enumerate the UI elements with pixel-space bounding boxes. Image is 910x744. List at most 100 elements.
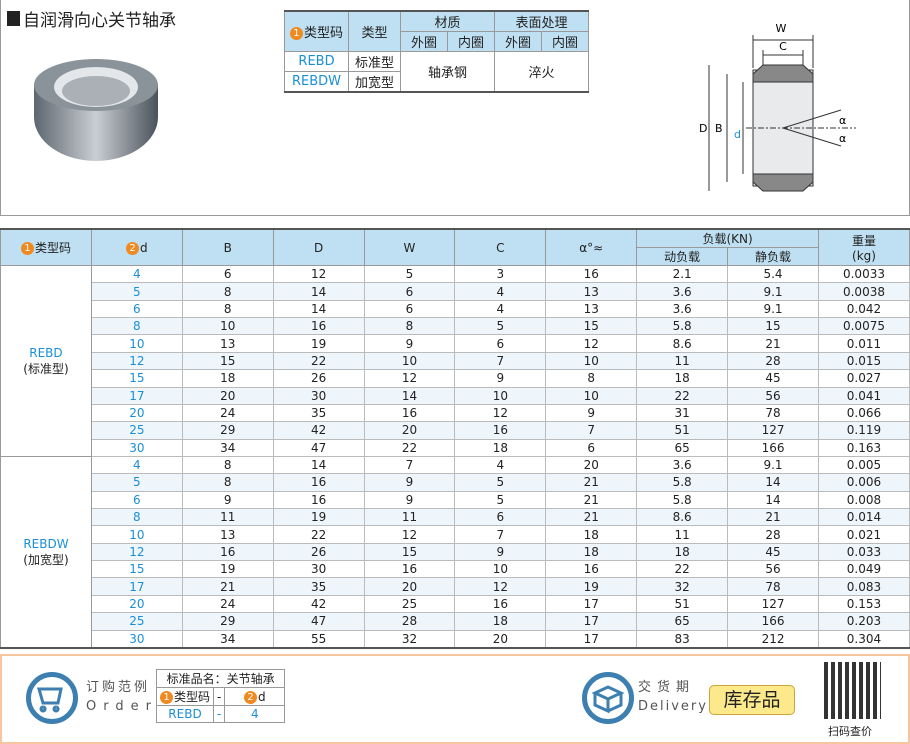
cell: 47 [272, 612, 365, 631]
cell: 5.8 [636, 490, 729, 510]
cell: 51 [636, 594, 729, 614]
table-row: 5 8 14 6 4 13 3.6 9.1 0.0038 [1, 282, 910, 301]
cell: 5 [454, 317, 547, 336]
cell: 21 [545, 508, 638, 527]
cell: 14 [727, 473, 819, 492]
cell: 7 [545, 421, 638, 440]
cell: 4 [90, 455, 183, 475]
cell: 8 [181, 282, 274, 301]
th-static: 静负载 [727, 247, 819, 266]
cell: 9.1 [727, 282, 819, 301]
label-d-bore: d [734, 128, 741, 141]
cell: 18 [636, 369, 729, 388]
th-type-code: 1 类型码 [0, 228, 92, 266]
dimension-diagram: W C D B d α α [699, 22, 856, 192]
qr-code[interactable] [824, 662, 881, 719]
cell: 7 [454, 525, 547, 544]
cell: 28 [363, 612, 456, 631]
cell: 17 [545, 612, 638, 631]
cell: 12 [454, 403, 547, 423]
cell: 24 [181, 403, 274, 423]
cell: 22 [363, 438, 456, 457]
label-alpha: α [839, 132, 846, 145]
cell: 9 [454, 542, 547, 562]
cell: 0.021 [817, 525, 910, 544]
th-surface: 表面处理 [494, 10, 589, 32]
cell: 8 [181, 299, 274, 319]
cell: 11 [636, 351, 729, 371]
cell: 16 [363, 403, 456, 423]
cell: 0.066 [817, 403, 910, 423]
cell: 5 [363, 264, 456, 284]
type-name: 标准型 [348, 51, 401, 72]
cell: 55 [272, 629, 365, 649]
cell: 6 [363, 282, 456, 301]
cell: 25 [90, 421, 183, 440]
th-alpha: α°≈ [545, 228, 638, 266]
example-title: 标准品名：关节轴承 [155, 669, 286, 688]
cell: 56 [727, 560, 819, 579]
table-row: 8 10 16 8 5 15 5.8 15 0.0075 [1, 317, 910, 336]
label-alpha: α [839, 114, 846, 127]
cell: 20 [181, 386, 274, 405]
cell: 166 [727, 438, 819, 457]
cell: 13 [181, 525, 274, 544]
th-b: B [181, 228, 274, 266]
label-b: B [715, 122, 723, 135]
cell: 42 [272, 421, 365, 440]
cell: 6 [545, 438, 638, 457]
cell: 8 [545, 369, 638, 388]
table-row: 25 29 47 28 18 17 65 166 0.203 [1, 612, 910, 631]
cell: 12 [90, 542, 183, 562]
cell: 8 [363, 317, 456, 336]
th-material: 材质 [400, 10, 495, 32]
cell: 7 [454, 351, 547, 371]
cell: 12 [363, 525, 456, 544]
cell: 5.8 [636, 317, 729, 336]
cell: 0.163 [817, 438, 910, 457]
cell: 10 [90, 334, 183, 353]
cell: 34 [181, 438, 274, 457]
cell: 5.8 [636, 473, 729, 492]
cell: 47 [272, 438, 365, 457]
cell: 78 [727, 403, 819, 423]
cell: 16 [272, 490, 365, 510]
table-row: 5 8 16 9 5 21 5.8 14 0.006 [1, 473, 910, 492]
cell: 0.0075 [817, 317, 910, 336]
cell: 0.042 [817, 299, 910, 319]
box-icon [582, 672, 634, 724]
cell: 18 [636, 542, 729, 562]
cell: 26 [272, 369, 365, 388]
surface-value: 淬火 [494, 51, 589, 93]
cell: 42 [272, 594, 365, 614]
title-text: 自润滑向心关节轴承 [23, 11, 176, 31]
cell: 0.027 [817, 369, 910, 388]
cell: 6 [454, 508, 547, 527]
cell: 0.0038 [817, 282, 910, 301]
cell: 3.6 [636, 282, 729, 301]
cell: 0.008 [817, 490, 910, 510]
cell: 78 [727, 577, 819, 596]
cell: 30 [272, 386, 365, 405]
table-row: 8 11 19 11 6 21 8.6 21 0.014 [1, 508, 910, 527]
order-label: 订购范例 Order [86, 680, 158, 714]
cell: 11 [363, 508, 456, 527]
cell: 7 [363, 455, 456, 475]
cell: 22 [636, 560, 729, 579]
cell: 16 [272, 473, 365, 492]
cell: 5 [454, 473, 547, 492]
cell: 12 [272, 264, 365, 284]
th-dynamic: 动负载 [636, 247, 729, 266]
cell: 21 [181, 577, 274, 596]
cell: 212 [727, 629, 819, 649]
cell: 28 [727, 351, 819, 371]
cell: 30 [90, 629, 183, 649]
cell: 10 [454, 560, 547, 579]
cell: 14 [272, 455, 365, 475]
cell: 127 [727, 421, 819, 440]
cell: 9 [545, 403, 638, 423]
material-table: 1 类型码 类型 材质 表面处理 外圈 内圈 外圈 内圈 REBD 标准型 轴承钢 淬火 RE… [284, 10, 589, 93]
cell: 65 [636, 438, 729, 457]
cell: 10 [90, 525, 183, 544]
cell: 10 [545, 351, 638, 371]
